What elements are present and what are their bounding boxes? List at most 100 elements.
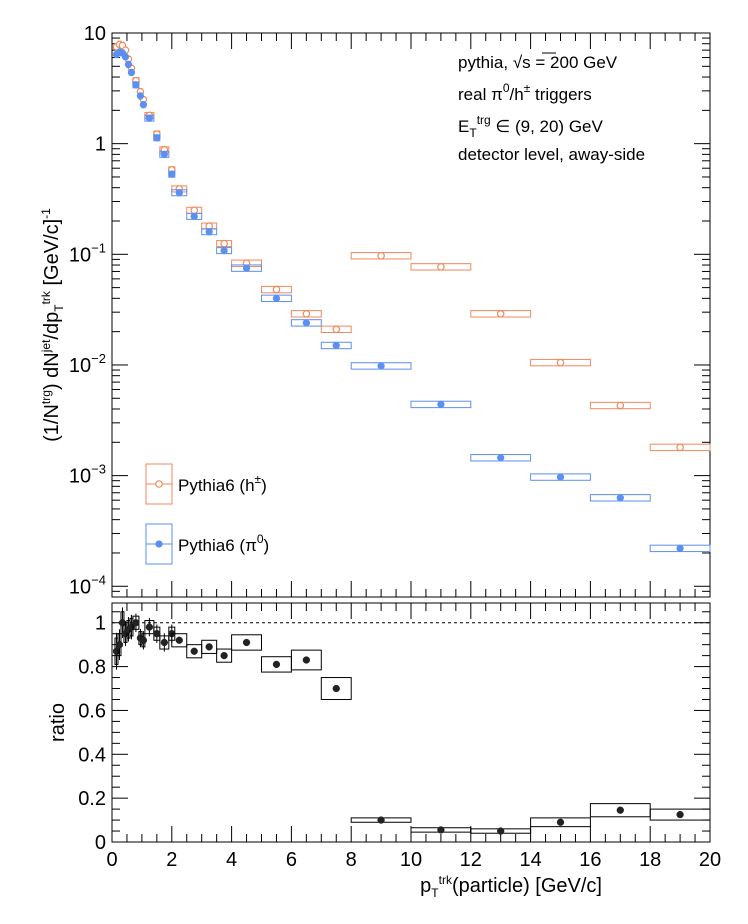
y-tick-label: 10−3: [69, 462, 106, 488]
series-hcharged: [112, 40, 711, 452]
legend-label-pi0: Pythia6 (π0): [178, 532, 269, 555]
x-tick-label: 6: [286, 849, 297, 871]
data-point: [121, 53, 130, 61]
y-tick-label: 1: [95, 134, 106, 156]
x-tick-label: 2: [166, 849, 177, 871]
data-point: [497, 827, 505, 835]
syst-box: [231, 634, 263, 651]
y-tick-label: 1: [95, 613, 106, 635]
ratio-panel: 0 2 4 6 8 10 12 14 16 18 20 0 0.2 0.4 0.6 0.8 1 ratio pTtr…: [47, 602, 721, 900]
data-point: [160, 150, 168, 159]
syst-box: [171, 633, 188, 648]
data-point: [112, 647, 121, 655]
y-tick-label: 0.8: [78, 657, 106, 679]
y-axis-title: (1/Ntrg) dNjet/dpTtrk [GeV/c]-1: [39, 208, 66, 442]
syst-box: [201, 639, 218, 654]
annotation-line-3: ETtrg ∈ (9, 20) GeV: [458, 113, 603, 140]
data-point: [377, 816, 385, 824]
data-point: [190, 212, 198, 221]
data-point: [220, 246, 228, 255]
y-tick-label: 0.4: [78, 744, 106, 766]
y-tick-label: 10−1: [69, 240, 106, 266]
data-point: [332, 341, 340, 350]
x-tick-label: 8: [346, 849, 357, 871]
y-tick-label: 10−2: [69, 351, 106, 377]
ratio-axis-title: ratio: [47, 703, 69, 742]
data-point: [220, 651, 228, 660]
data-point: [205, 228, 213, 236]
data-point: [127, 68, 136, 77]
data-point: [676, 443, 684, 452]
data-point: [302, 309, 311, 318]
data-point: [332, 325, 341, 334]
y-tick-label: 0: [95, 832, 106, 854]
syst-box: [290, 649, 322, 671]
data-point: [139, 101, 148, 109]
x-tick-label: 4: [226, 849, 237, 871]
x-tick-label: 14: [519, 849, 541, 871]
data-point: [242, 264, 251, 272]
data-point: [302, 656, 311, 664]
data-point: [556, 358, 565, 367]
legend-label-hcharged: Pythia6 (h±): [178, 472, 267, 495]
data-point: [272, 294, 281, 302]
data-point: [160, 638, 168, 647]
ratio-frame: [111, 602, 711, 843]
y-tick-label: 10−4: [69, 572, 106, 598]
series-ratio: [112, 607, 711, 835]
data-point: [377, 251, 385, 260]
data-point: [220, 239, 228, 248]
data-point: [676, 810, 684, 819]
data-point: [145, 623, 154, 631]
spectrum-panel: 10 1 10−1 10−2 10−3 10−4 (1/Ntrg) dNjet/dpTtrk…: [39, 23, 711, 598]
series-pi0: [112, 48, 711, 553]
data-point: [302, 319, 311, 327]
data-point: [676, 544, 684, 553]
data-point: [190, 206, 199, 215]
data-point: [153, 134, 161, 142]
legend-marker: [155, 480, 163, 488]
data-point: [437, 826, 445, 834]
annotation-line-2: real π0/h± triggers: [458, 81, 592, 104]
data-point: [616, 401, 625, 410]
data-point: [124, 60, 133, 69]
data-point: [153, 630, 161, 638]
data-point: [616, 494, 624, 502]
data-point: [136, 92, 145, 100]
y-tick-label: 0.6: [78, 700, 106, 722]
data-point: [556, 818, 565, 826]
data-point: [437, 263, 445, 271]
data-point: [132, 81, 140, 89]
data-point: [145, 114, 154, 122]
data-point: [175, 189, 183, 197]
syst-box: [530, 817, 591, 828]
syst-box: [649, 808, 711, 821]
x-tick-label: 16: [579, 849, 601, 871]
syst-box: [320, 677, 352, 700]
data-point: [168, 170, 176, 178]
data-point: [332, 684, 340, 693]
y-tick-label: 0.2: [78, 788, 106, 810]
x-axis-title: pTtrk(particle) [GeV/c]: [420, 873, 602, 900]
x-tick-label: 10: [400, 849, 422, 871]
data-point: [175, 636, 183, 644]
legend: Pythia6 (h±) Pythia6 (π0): [145, 463, 269, 565]
x-tick-label: 0: [106, 849, 117, 871]
x-tick-label: 18: [639, 849, 661, 871]
data-point: [272, 285, 281, 294]
data-point: [272, 660, 281, 669]
data-point: [115, 641, 124, 649]
data-point: [437, 400, 445, 409]
x-tick-label: 12: [460, 849, 482, 871]
data-point: [616, 806, 624, 814]
legend-marker: [155, 540, 163, 548]
syst-box: [216, 648, 233, 663]
x-tick-label: 20: [699, 849, 721, 871]
data-point: [139, 636, 148, 644]
data-point: [377, 362, 385, 370]
spectrum-frame: [111, 32, 711, 598]
data-point: [132, 619, 140, 627]
data-point: [556, 473, 565, 481]
data-point: [190, 647, 198, 655]
